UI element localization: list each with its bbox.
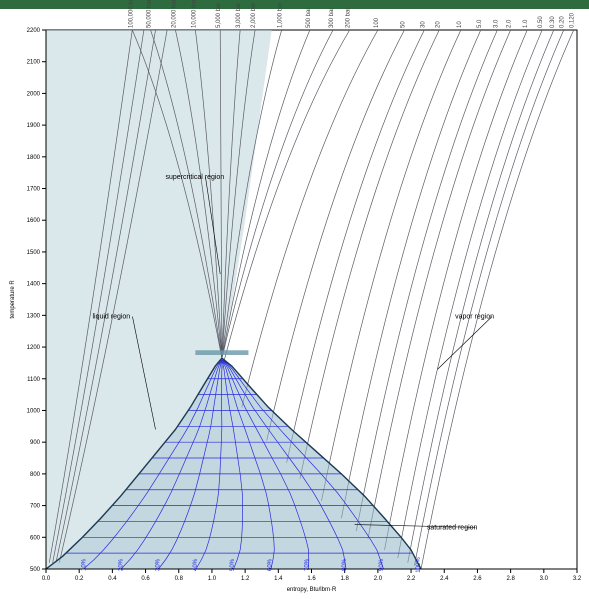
y-tick-label: 500 <box>30 567 41 573</box>
isobar-label: 500 bar <box>306 8 312 28</box>
isobar-label: 0.120 <box>570 12 576 28</box>
x-axis-label: entropy, Btu/lbm·R <box>287 587 337 593</box>
isobar-label: 50 <box>400 21 406 28</box>
isobar-label: 0.50 <box>538 16 544 28</box>
isobar-label: 50,000 bar <box>147 0 153 28</box>
isobar-label: 10,000 bar <box>191 0 197 28</box>
quality-label: 50% <box>230 558 236 571</box>
region-label: liquid region <box>92 314 130 321</box>
isobar-label: 1,000 bar <box>278 3 284 28</box>
isobar-label: 0.30 <box>550 16 556 28</box>
y-tick-label: 1000 <box>27 408 41 414</box>
x-tick-label: 1.4 <box>274 576 283 582</box>
y-tick-label: 900 <box>30 440 41 446</box>
x-tick-label: 0.2 <box>75 576 84 582</box>
isobar-label: 3.0 <box>493 19 499 28</box>
y-tick-label: 2000 <box>27 91 41 97</box>
isobar-label: 30 <box>420 21 426 28</box>
y-tick-label: 1200 <box>27 345 41 351</box>
x-tick-label: 2.2 <box>407 576 416 582</box>
y-tick-label: 1400 <box>27 282 41 288</box>
quality-label: 70% <box>305 558 311 571</box>
x-tick-label: 1.6 <box>307 576 316 582</box>
x-tick-label: 1.0 <box>208 576 217 582</box>
quality-label: 40% <box>193 558 199 571</box>
isobar-label: 1.0 <box>523 19 529 28</box>
x-tick-label: 2.8 <box>506 576 515 582</box>
x-tick-label: 0.4 <box>108 576 117 582</box>
isobar-label: 20,000 bar <box>171 0 177 28</box>
isobar-label: 2.0 <box>507 19 513 28</box>
y-tick-label: 700 <box>30 504 41 510</box>
region-label: vapor region <box>455 314 494 321</box>
y-axis-label: temperature R <box>10 280 16 319</box>
quality-label: 10% <box>81 558 87 571</box>
isobar-label: 200 bar <box>346 8 352 28</box>
isobar-label: 5,000 bar <box>216 3 222 28</box>
y-tick-label: 1600 <box>27 218 41 224</box>
region-label: supercritical region <box>165 174 224 181</box>
y-tick-label: 1900 <box>27 123 41 129</box>
isobar-label: 10 <box>457 21 463 28</box>
x-tick-label: 0.6 <box>141 576 150 582</box>
y-tick-label: 2100 <box>27 60 41 66</box>
y-tick-label: 1500 <box>27 250 41 256</box>
region-label: saturated region <box>427 524 478 531</box>
quality-label: 30% <box>156 558 162 571</box>
x-tick-label: 0.0 <box>42 576 51 582</box>
quality-label: 90% <box>379 558 385 571</box>
isobar-label: 100,000 bar <box>128 0 134 28</box>
quality-label: 100% <box>416 557 422 573</box>
isobar-label: 100 <box>374 17 380 28</box>
x-tick-label: 2.0 <box>374 576 383 582</box>
x-tick-label: 3.2 <box>573 576 582 582</box>
y-tick-label: 1100 <box>27 377 41 383</box>
x-tick-label: 1.8 <box>341 576 350 582</box>
ts-diagram: 0.0 0.2 0.4 0.6 0.8 1.0 1.2 1.4 1.6 1.8 2.0 2.2 2.4 2… <box>0 0 589 599</box>
y-tick-label: 1300 <box>27 313 41 319</box>
y-tick-label: 800 <box>30 472 41 478</box>
isobar-label: 0.20 <box>560 16 566 28</box>
x-tick-label: 3.0 <box>540 576 549 582</box>
y-tick-label: 2200 <box>27 28 41 34</box>
isobar-label: 2,000 bar <box>251 3 257 28</box>
x-tick-label: 2.6 <box>473 576 482 582</box>
y-tick-label: 600 <box>30 535 41 541</box>
isobar-label: 300 bar <box>329 8 335 28</box>
isobar-label: 20 <box>435 21 441 28</box>
quality-label: 80% <box>342 558 348 571</box>
quality-label: 60% <box>267 558 273 571</box>
isobar-label: 5.0 <box>477 19 483 28</box>
x-tick-label: 0.8 <box>175 576 184 582</box>
isobar-label: 3,000 bar <box>236 3 242 28</box>
quality-label: 20% <box>118 558 124 571</box>
y-tick-label: 1700 <box>27 187 41 193</box>
y-tick-label: 1800 <box>27 155 41 161</box>
x-tick-label: 2.4 <box>440 576 449 582</box>
critical-strip <box>195 350 248 355</box>
x-tick-label: 1.2 <box>241 576 250 582</box>
